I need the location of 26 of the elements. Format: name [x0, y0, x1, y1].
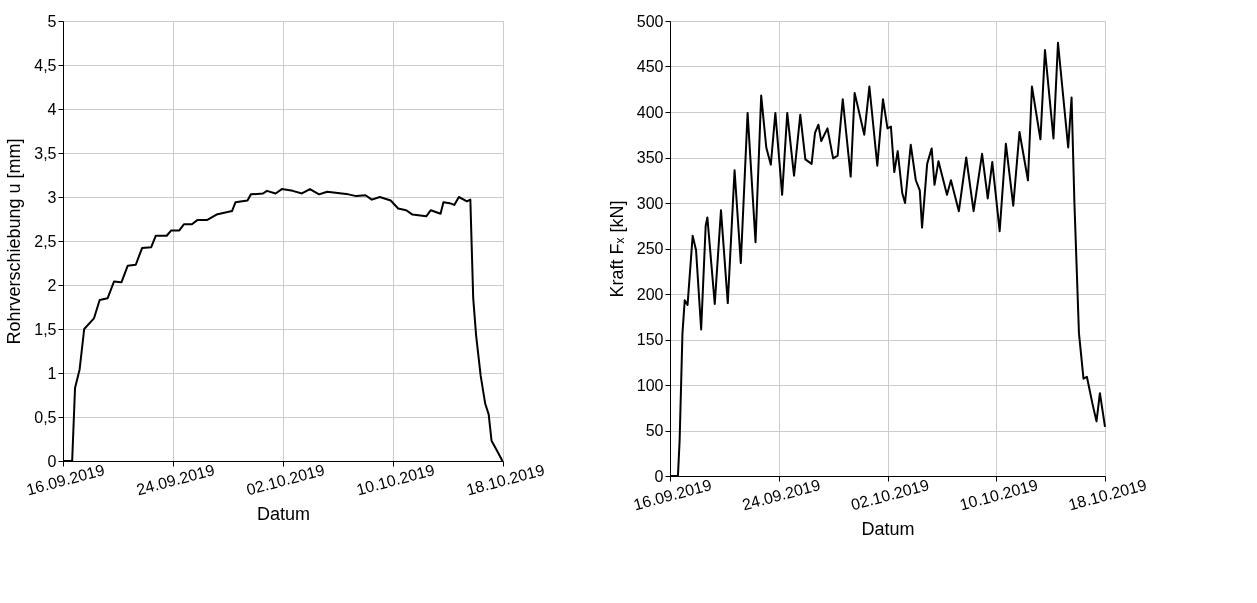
y-axis-title: Rohrverschiebung u [mm] [4, 138, 25, 345]
y-axis-title: Kraft Fₓ [kN] [606, 200, 627, 298]
x-axis-title: Datum [256, 504, 311, 525]
y-tick-label: 1 [47, 364, 57, 382]
y-tick-label: 0 [654, 467, 664, 485]
y-tick-label: 150 [636, 331, 664, 348]
y-tick-label: 100 [636, 376, 664, 394]
y-tick-label: 450 [636, 58, 664, 75]
y-tick-label: 0 [47, 452, 57, 470]
y-tick-label: 2,5 [34, 232, 57, 250]
y-tick-label: 50 [645, 422, 664, 439]
y-tick-label: 350 [636, 149, 664, 166]
y-tick-label: 250 [636, 240, 664, 257]
y-tick-label: 400 [636, 103, 664, 121]
y-tick-label: 500 [636, 12, 664, 30]
y-tick-label: 4 [47, 100, 57, 118]
y-tick-label: 3 [47, 188, 57, 206]
x-axis-title: Datum [861, 519, 915, 540]
y-tick-label: 200 [636, 285, 664, 303]
y-tick-label: 300 [636, 194, 664, 212]
y-tick-label: 0,5 [34, 408, 57, 426]
y-tick-label: 2 [47, 276, 57, 294]
y-tick-label: 1,5 [34, 320, 57, 338]
y-tick-label: 5 [47, 12, 57, 30]
y-tick-label: 4,5 [34, 56, 57, 74]
y-tick-label: 3,5 [34, 144, 57, 162]
